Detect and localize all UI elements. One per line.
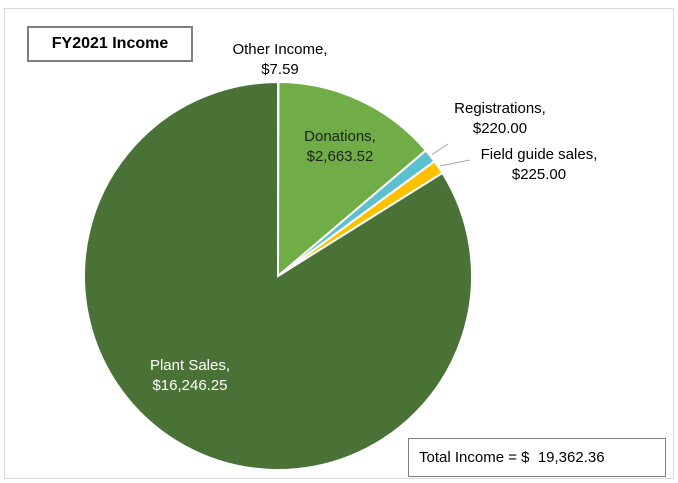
chart-title: FY2021 Income bbox=[27, 26, 193, 62]
pie-slices bbox=[83, 80, 473, 471]
total-income-currency: $ bbox=[521, 449, 530, 466]
label-field-guide-value: $225.00 bbox=[512, 166, 566, 183]
total-income-label: Total Income = bbox=[419, 449, 517, 466]
total-income-value: 19,362.36 bbox=[537, 449, 605, 466]
label-field-guide-name: Field guide sales, bbox=[481, 146, 598, 163]
leader-field-guide-sales bbox=[440, 159, 471, 167]
label-plant-sales-value: $16,246.25 bbox=[152, 377, 227, 394]
label-donations-value: $2,663.52 bbox=[307, 148, 374, 165]
label-plant-sales-name: Plant Sales, bbox=[150, 357, 230, 374]
label-donations-name: Donations, bbox=[304, 128, 376, 145]
label-registrations-value: $220.00 bbox=[473, 120, 527, 137]
label-registrations-name: Registrations, bbox=[454, 100, 546, 117]
leader-lines bbox=[431, 143, 471, 167]
slice-donations bbox=[276, 80, 428, 279]
label-other-income-name: Other Income, bbox=[232, 41, 327, 58]
leader-registrations bbox=[431, 143, 449, 155]
total-income-box: Total Income = $ 19,362.36 bbox=[408, 438, 666, 477]
slice-plant-sales bbox=[83, 80, 473, 471]
label-other-income-value: $7.59 bbox=[261, 61, 299, 78]
slice-labels: Other Income, $7.59 Donations, $2,663.52… bbox=[150, 41, 597, 394]
